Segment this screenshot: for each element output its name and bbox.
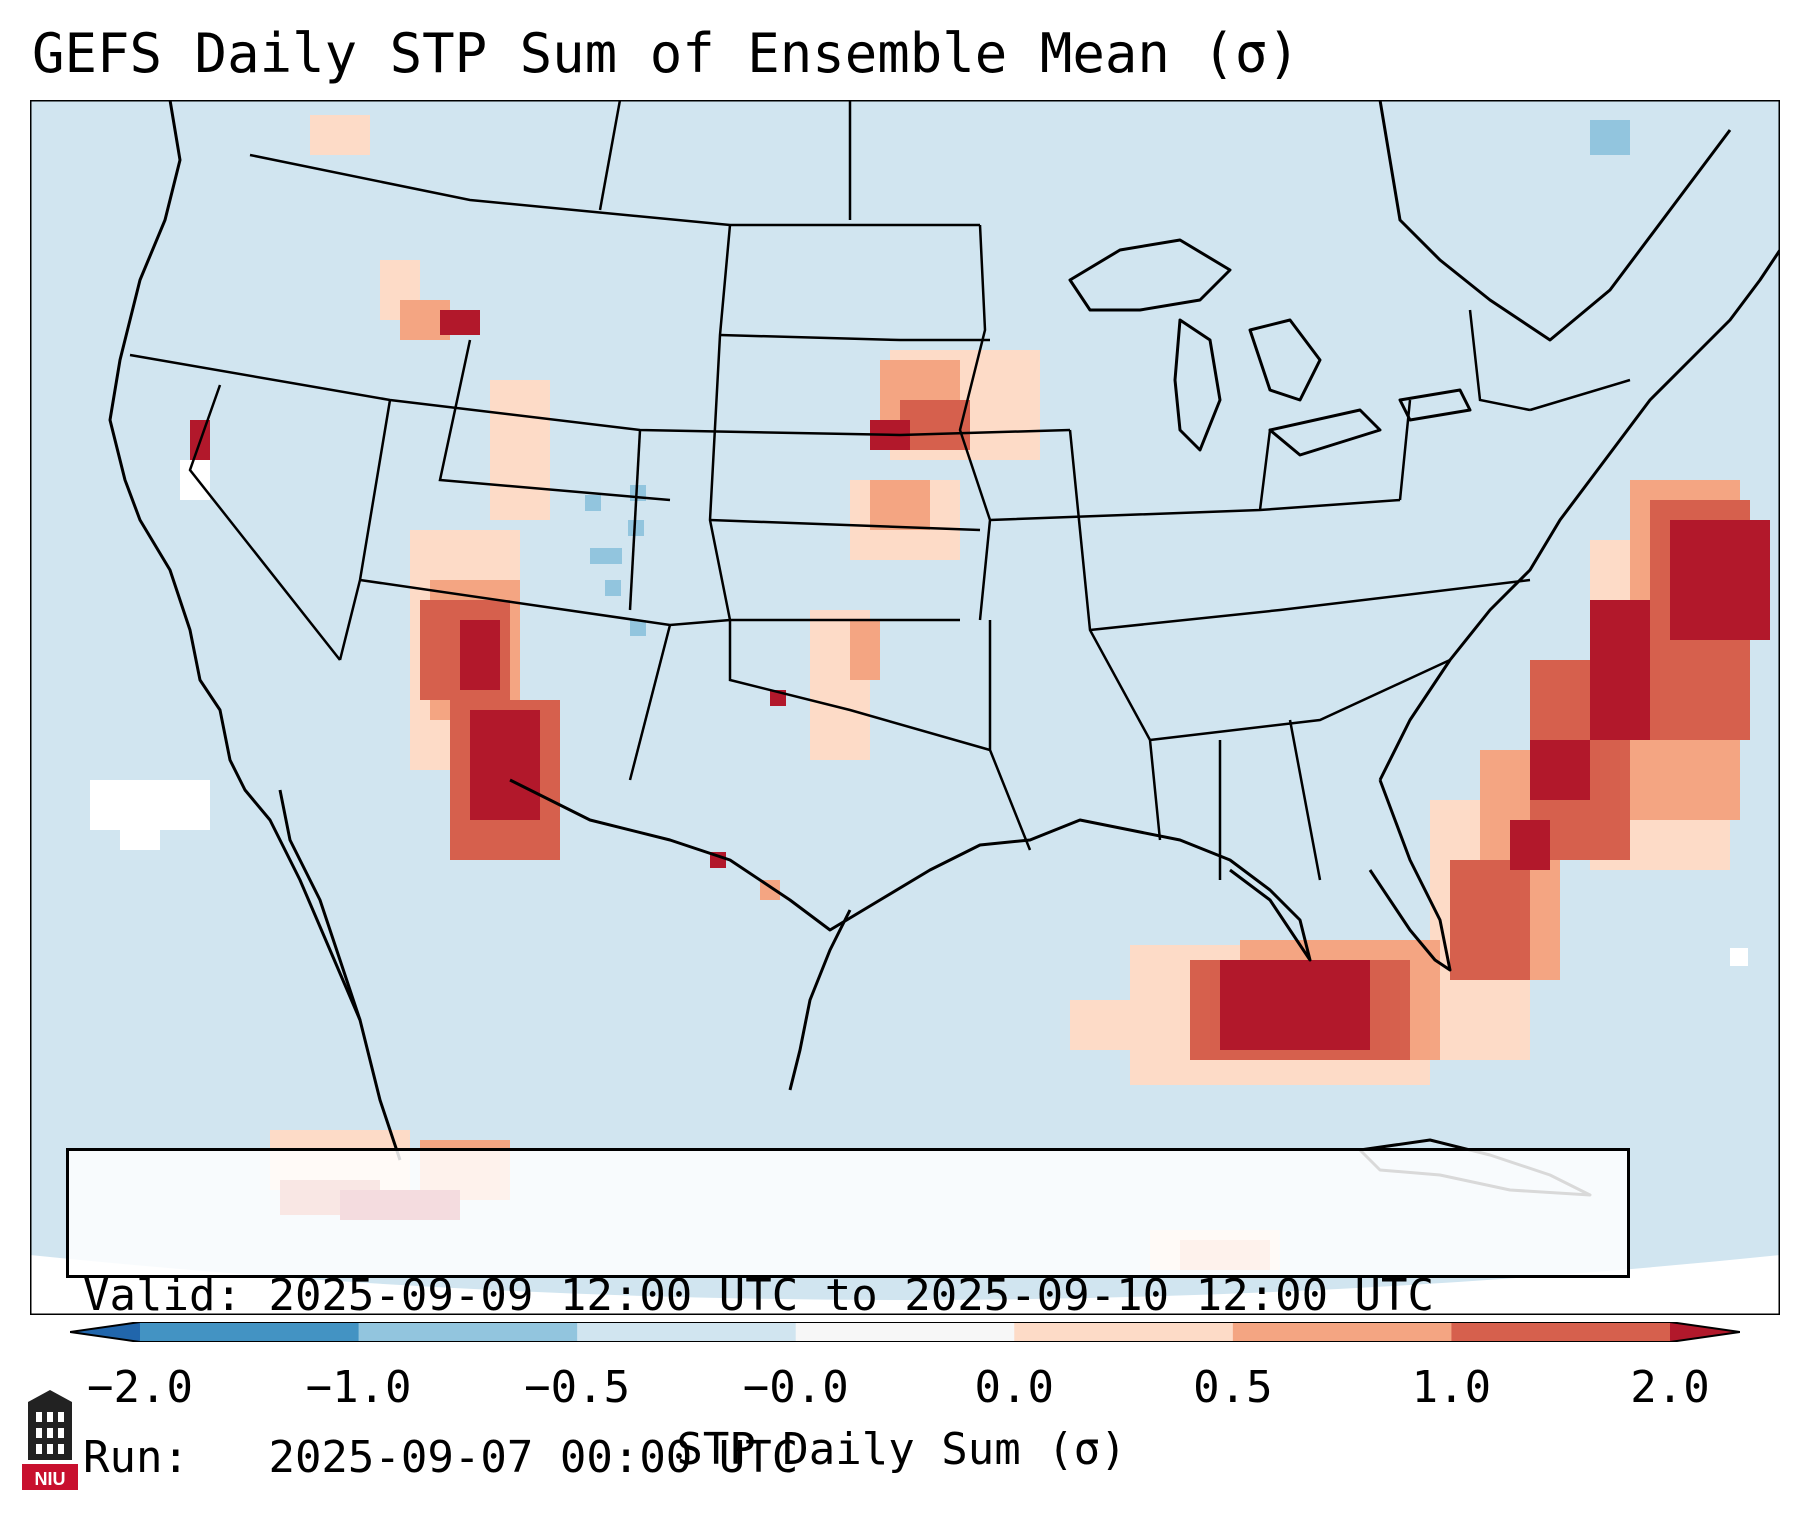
colorbar-ticks: −2.0 −1.0 −0.5 −0.0 0.0 0.5 1.0 2.0 (0, 1362, 1803, 1413)
niu-logo: NIU (22, 1390, 78, 1490)
colorbar-label: STP Daily Sum (σ) (676, 1424, 1127, 1475)
colorbar-extend-high (1670, 1322, 1740, 1342)
anomaly-cells-extreme (190, 310, 1770, 1220)
colorbar-extend-low (70, 1322, 140, 1342)
colorbar-tick-label: −1.0 (305, 1362, 412, 1413)
colorbar-bin (358, 1322, 578, 1342)
colorbar-tick-label: 0.0 (974, 1362, 1055, 1413)
map-panel (30, 100, 1780, 1315)
stp-anomaly-field (90, 115, 1770, 1270)
projection-edge (30, 1255, 1780, 1315)
colorbar-tick-label: 2.0 (1630, 1362, 1710, 1413)
run-row: Run: 2025-09-07 00:00 UTC (83, 1431, 1613, 1485)
map-svg (30, 100, 1780, 1315)
anomaly-cells-negative (585, 120, 1630, 636)
map-background (30, 100, 1780, 1315)
university-tower-icon (28, 1390, 72, 1460)
valid-run-info-box: Valid: 2025-09-09 12:00 UTC to 2025-09-1… (66, 1148, 1630, 1483)
colorbar-tick-label: −0.5 (524, 1362, 631, 1413)
colorbar-tick-label: −2.0 (87, 1362, 193, 1413)
map-title: GEFS Daily STP Sum of Ensemble Mean (σ) (32, 22, 1300, 85)
colorbar-bin (1451, 1322, 1671, 1342)
colorbar-bin (795, 1322, 1015, 1342)
colorbar-tick-label: 1.0 (1411, 1362, 1492, 1413)
colorbar-tick-label: 0.5 (1193, 1362, 1273, 1413)
valid-label: Valid: (83, 1270, 242, 1321)
run-label: Run: (83, 1432, 189, 1483)
colorbar-bin (1232, 1322, 1452, 1342)
colorbar (70, 1322, 1740, 1342)
anomaly-cells-near-zero (90, 460, 1748, 966)
state-borders (129, 100, 1631, 881)
colorbar-bin (140, 1322, 360, 1342)
logo-text: NIU (35, 1469, 66, 1489)
colorbar-bin (1014, 1322, 1234, 1342)
valid-row: Valid: 2025-09-09 12:00 UTC to 2025-09-1… (83, 1269, 1613, 1323)
run-value: 2025-09-07 00:00 UTC (268, 1432, 799, 1483)
valid-value: 2025-09-09 12:00 UTC to 2025-09-10 12:00… (268, 1270, 1435, 1321)
colorbar-bin (577, 1322, 797, 1342)
colorbar-tick-label: −0.0 (742, 1362, 849, 1413)
